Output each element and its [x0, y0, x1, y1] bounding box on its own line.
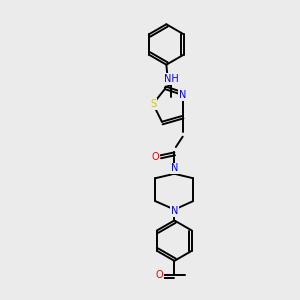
Text: N: N — [171, 164, 178, 173]
Text: O: O — [152, 152, 159, 161]
Text: S: S — [150, 99, 156, 109]
Text: N: N — [171, 206, 178, 216]
Text: NH: NH — [164, 74, 179, 84]
Text: O: O — [155, 270, 163, 280]
Text: N: N — [179, 90, 186, 100]
